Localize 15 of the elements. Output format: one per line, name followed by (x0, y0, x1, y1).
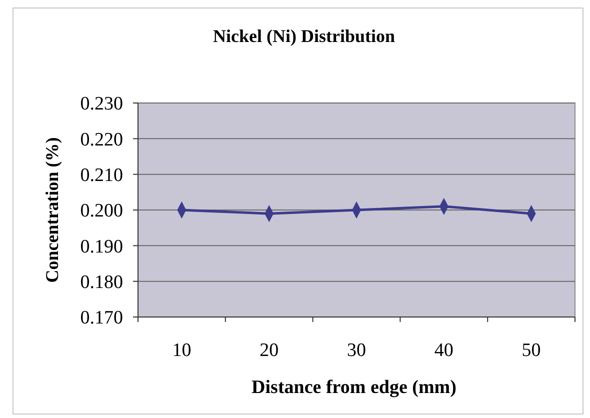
y-tick-label: 0.180 (80, 272, 123, 293)
x-tick-label: 30 (347, 340, 366, 361)
x-tick-label: 20 (260, 340, 279, 361)
y-tick-label: 0.170 (80, 308, 123, 329)
y-tick-label: 0.190 (80, 236, 123, 258)
y-axis-title: Concentration (%) (42, 137, 62, 283)
x-tick-label: 50 (522, 340, 541, 361)
x-tick-label: 40 (434, 340, 454, 361)
y-tick-label: 0.210 (80, 164, 123, 186)
y-tick-label: 0.230 (80, 94, 123, 115)
y-tick-label: 0.220 (80, 129, 123, 150)
chart-title: Nickel (Ni) Distribution (213, 26, 395, 46)
y-tick-label: 0.200 (80, 200, 123, 222)
x-axis-title: Distance from edge (mm) (252, 377, 456, 398)
x-tick-label: 10 (172, 340, 192, 361)
